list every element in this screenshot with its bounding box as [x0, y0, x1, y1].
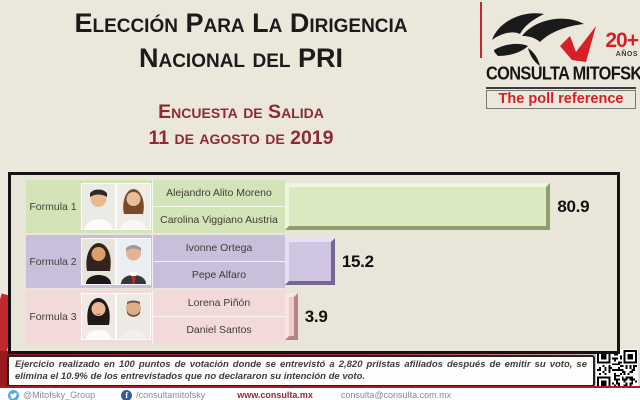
candidate-names: Alejandro Alito Moreno Carolina Viggiano…	[152, 180, 285, 233]
facebook-icon: f	[121, 389, 133, 400]
twitter-icon	[8, 389, 19, 400]
candidate-name: Lorena Piñón	[153, 290, 285, 317]
survey-subtitle: Encuesta de Salida 11 de agosto de 2019	[0, 99, 482, 152]
twitter-item[interactable]: @Mitofsky_Group	[8, 389, 96, 400]
bar-area: 80.9	[285, 180, 617, 233]
chart-row-formula-2: Formula 2 Ivonne Ortega Pepe Alfaro 15.2	[26, 235, 617, 288]
bar-value: 15.2	[341, 251, 374, 271]
years-number: 20+	[605, 29, 639, 52]
website-url[interactable]: www.consulta.mx	[237, 390, 313, 400]
bar-value: 80.9	[557, 196, 590, 216]
title-line-2: Nacional del PRI	[138, 43, 344, 74]
candidate-photo	[116, 238, 151, 285]
candidate-name: Carolina Viggiano Austria	[160, 214, 278, 226]
chart-row-formula-3: Formula 3 Lorena Piñón Daniel Santos 3.9	[26, 290, 617, 343]
candidate-name: Ivonne Ortega	[153, 235, 285, 262]
twitter-handle[interactable]: @Mitofsky_Group	[23, 390, 96, 400]
candidate-name: Daniel Santos	[186, 324, 252, 336]
logo-divider	[480, 2, 482, 58]
logo-art: 20+ AÑOS	[486, 4, 639, 66]
candidate-photo	[81, 183, 116, 230]
legend-formula-3: Formula 3 Lorena Piñón Daniel Santos	[26, 290, 285, 343]
contact-bar: @Mitofsky_Group f /consultamitofsky www.…	[0, 386, 640, 400]
check-icon	[560, 26, 596, 62]
subtitle-line-2: 11 de agosto de 2019	[148, 127, 334, 150]
bird-icon	[492, 13, 584, 66]
candidate-photo	[81, 238, 116, 285]
facebook-handle[interactable]: /consultamitofsky	[136, 390, 206, 400]
legend-formula-1: Formula 1 Alejandro Alito Moreno Carolin…	[26, 180, 285, 233]
results-chart: Formula 1 Alejandro Alito Moreno Carolin…	[8, 172, 620, 354]
website-item[interactable]: www.consulta.mx	[237, 390, 313, 400]
formula-label: Formula 2	[29, 255, 77, 268]
bar-area: 15.2	[285, 235, 617, 288]
candidate-photo	[116, 293, 151, 340]
candidate-name: Alejandro Alito Moreno	[153, 180, 285, 207]
bar-value: 3.9	[304, 306, 328, 326]
brand-name: CONSULTA MITOFSKY	[486, 64, 640, 85]
years-badge: 20+ AÑOS	[605, 29, 639, 58]
candidate-photos	[80, 290, 152, 343]
candidate-photo	[81, 293, 116, 340]
email-item[interactable]: consulta@consulta.com.mx	[341, 390, 451, 400]
candidate-names: Ivonne Ortega Pepe Alfaro	[152, 235, 285, 288]
facebook-item[interactable]: f /consultamitofsky	[121, 389, 206, 400]
mitofsky-logo: 20+ AÑOS CONSULTA MITOFSKY The poll refe…	[486, 4, 640, 109]
email-address[interactable]: consulta@consulta.com.mx	[340, 390, 452, 400]
formula-label: Formula 3	[29, 310, 77, 323]
brand-rule	[486, 87, 636, 89]
title-line-1: Elección Para La Dirigencia	[74, 8, 408, 38]
formula-label: Formula 1	[29, 200, 77, 213]
brand-tagline: The poll reference	[486, 90, 636, 109]
chart-row-formula-1: Formula 1 Alejandro Alito Moreno Carolin…	[26, 180, 617, 233]
candidate-names: Lorena Piñón Daniel Santos	[152, 290, 285, 343]
candidate-name: Pepe Alfaro	[191, 269, 247, 281]
result-bar	[285, 238, 335, 285]
result-bar	[285, 183, 551, 230]
candidate-photo	[116, 183, 151, 230]
bar-area: 3.9	[285, 290, 617, 343]
methodology-note: Ejercicio realizado en 100 puntos de vot…	[7, 355, 595, 387]
years-label: AÑOS	[615, 51, 638, 58]
legend-formula-2: Formula 2 Ivonne Ortega Pepe Alfaro	[26, 235, 285, 288]
qr-code	[596, 349, 638, 391]
candidate-photos	[80, 180, 152, 233]
page-title: Elección Para La Dirigencia Nacional del…	[0, 6, 482, 76]
candidate-photos	[80, 235, 152, 288]
subtitle-line-1: Encuesta de Salida	[158, 101, 324, 123]
result-bar	[285, 293, 298, 340]
